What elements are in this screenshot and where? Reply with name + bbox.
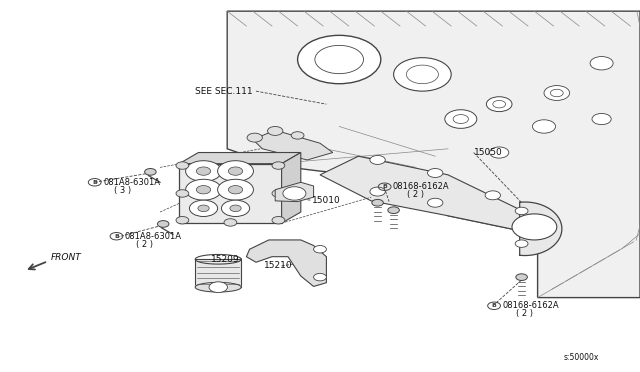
Circle shape	[196, 186, 211, 194]
Circle shape	[145, 169, 156, 175]
Polygon shape	[179, 164, 282, 223]
Circle shape	[314, 273, 326, 281]
Circle shape	[485, 191, 500, 200]
Text: ( 3 ): ( 3 )	[114, 186, 131, 195]
Text: s:50000x: s:50000x	[563, 353, 598, 362]
Polygon shape	[282, 153, 301, 223]
Circle shape	[516, 274, 527, 280]
Polygon shape	[227, 11, 640, 298]
Circle shape	[493, 100, 506, 108]
Circle shape	[315, 45, 364, 74]
Circle shape	[298, 35, 381, 84]
Circle shape	[272, 162, 285, 169]
Text: 08168-6162A: 08168-6162A	[393, 182, 449, 191]
Circle shape	[221, 200, 250, 217]
Circle shape	[428, 198, 443, 207]
Circle shape	[314, 246, 326, 253]
Circle shape	[198, 205, 209, 212]
Text: 15210: 15210	[264, 262, 292, 270]
Text: SEE SEC.111: SEE SEC.111	[195, 87, 253, 96]
Circle shape	[453, 115, 468, 124]
Text: B: B	[382, 184, 387, 189]
Text: 15010: 15010	[312, 196, 341, 205]
Polygon shape	[519, 202, 562, 256]
Circle shape	[515, 240, 528, 247]
Polygon shape	[195, 282, 241, 292]
Circle shape	[291, 132, 304, 139]
Circle shape	[268, 126, 283, 135]
Text: 081A8-6301A: 081A8-6301A	[125, 232, 182, 241]
Circle shape	[406, 65, 438, 84]
Text: B: B	[114, 234, 119, 239]
Text: FRONT: FRONT	[51, 253, 82, 262]
Circle shape	[272, 217, 285, 224]
Circle shape	[176, 217, 189, 224]
Circle shape	[283, 187, 306, 200]
Circle shape	[157, 221, 169, 227]
Circle shape	[272, 190, 285, 197]
Circle shape	[515, 207, 528, 215]
Circle shape	[247, 133, 262, 142]
Circle shape	[196, 167, 211, 175]
Circle shape	[186, 161, 221, 182]
Circle shape	[394, 58, 451, 91]
Circle shape	[372, 199, 383, 206]
Circle shape	[176, 190, 189, 197]
Circle shape	[428, 169, 443, 177]
Circle shape	[228, 167, 243, 175]
Polygon shape	[246, 240, 326, 286]
Polygon shape	[195, 259, 241, 287]
Circle shape	[230, 205, 241, 212]
Polygon shape	[253, 130, 333, 160]
Circle shape	[189, 200, 218, 217]
Circle shape	[209, 282, 227, 292]
Circle shape	[532, 120, 556, 133]
Text: 081A8-6301A: 081A8-6301A	[103, 178, 160, 187]
Text: ( 2 ): ( 2 )	[407, 190, 424, 199]
Circle shape	[445, 110, 477, 128]
Text: ( 2 ): ( 2 )	[136, 240, 153, 249]
Text: B: B	[92, 180, 97, 185]
Circle shape	[228, 186, 243, 194]
Circle shape	[550, 89, 563, 97]
Circle shape	[486, 97, 512, 112]
Text: 15050: 15050	[474, 148, 502, 157]
Text: 15209: 15209	[211, 255, 240, 264]
Circle shape	[370, 155, 385, 164]
Polygon shape	[275, 182, 314, 202]
Circle shape	[218, 179, 253, 200]
Text: 08168-6162A: 08168-6162A	[502, 301, 559, 310]
Circle shape	[186, 179, 221, 200]
Circle shape	[370, 187, 385, 196]
Circle shape	[512, 214, 557, 240]
Text: B: B	[492, 303, 497, 308]
Circle shape	[544, 86, 570, 100]
Polygon shape	[320, 156, 538, 234]
Circle shape	[388, 207, 399, 214]
Circle shape	[590, 57, 613, 70]
Circle shape	[490, 147, 509, 158]
Text: ( 2 ): ( 2 )	[516, 310, 533, 318]
Circle shape	[224, 219, 237, 226]
Circle shape	[176, 162, 189, 169]
Circle shape	[218, 161, 253, 182]
Polygon shape	[179, 153, 301, 164]
Circle shape	[592, 113, 611, 125]
